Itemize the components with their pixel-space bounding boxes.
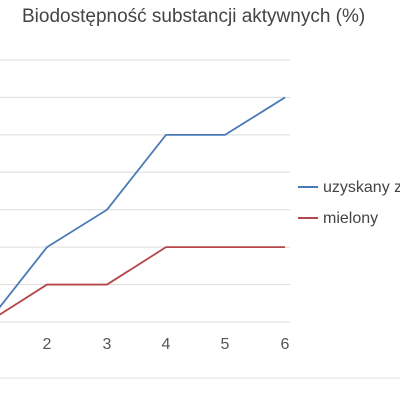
chart-title: Biodostępność substancji aktywnych (%) <box>22 6 366 27</box>
legend-label-1: uzyskany z <box>323 179 400 196</box>
x-tick-label: 5 <box>221 336 230 353</box>
series-lines <box>0 96 286 316</box>
x-tick-label: 3 <box>103 336 112 353</box>
series-line-1 <box>0 96 286 309</box>
legend-label-2: mielony <box>323 210 378 227</box>
x-tick-label: 4 <box>162 336 171 353</box>
legend: uzyskany z mielony <box>298 179 400 227</box>
x-tick-label: 2 <box>43 336 52 353</box>
x-tick-labels: 2 3 4 5 6 <box>43 336 290 353</box>
x-tick-label: 6 <box>281 336 290 353</box>
series-line-2 <box>0 246 285 316</box>
